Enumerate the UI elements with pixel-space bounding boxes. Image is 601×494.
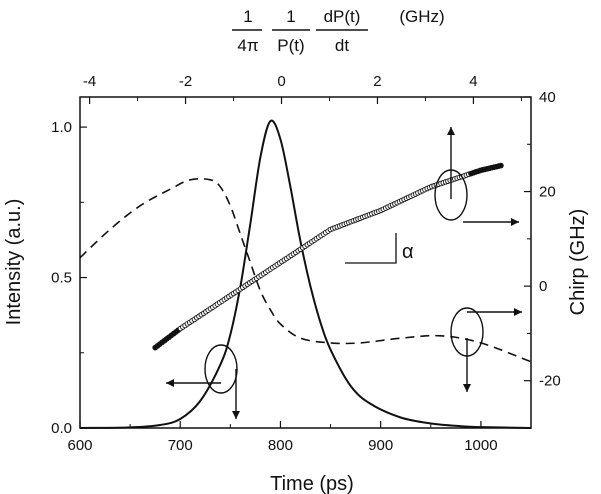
x-tick-label: 900 bbox=[368, 437, 393, 454]
x-tick-label: 800 bbox=[268, 437, 293, 454]
annotations-layer: α bbox=[166, 127, 522, 419]
circle-series-up-arrow-head bbox=[447, 127, 455, 135]
intensity-curve bbox=[79, 119, 532, 429]
y-right-tick-label: 0 bbox=[539, 278, 547, 295]
x-tick-label: 700 bbox=[168, 437, 193, 454]
y-left-tick-label: 0.0 bbox=[51, 420, 72, 437]
y-left-axis-label: Intensity (a.u.) bbox=[3, 199, 25, 326]
x-top-tick-label: 4 bbox=[469, 73, 477, 90]
top-label-den1: 4π bbox=[237, 36, 258, 55]
top-label-den2: P(t) bbox=[277, 36, 304, 55]
curves-layer bbox=[79, 119, 532, 429]
top-label-unit: (GHz) bbox=[399, 7, 444, 26]
y-left-tick-label: 0.5 bbox=[51, 270, 72, 287]
intensity-down-arrow-head bbox=[232, 411, 240, 419]
dashed-series-right-arrow-head bbox=[514, 308, 522, 316]
x-top-tick-label: 2 bbox=[373, 73, 381, 90]
y-right-tick-label: -20 bbox=[539, 373, 561, 390]
y-right-tick-label: 40 bbox=[539, 89, 556, 106]
x-axis-label: Time (ps) bbox=[270, 473, 354, 494]
top-label-num3: dP(t) bbox=[324, 7, 361, 26]
y-left-tick-label: 1.0 bbox=[51, 119, 72, 136]
intensity-axis-ellipse bbox=[204, 344, 238, 394]
x-top-tick-label: -2 bbox=[179, 73, 192, 90]
top-label-num2: 1 bbox=[286, 7, 295, 26]
plot-frame bbox=[79, 96, 532, 429]
intensity-left-arrow-head bbox=[166, 379, 174, 387]
chirp-circle-marker bbox=[498, 162, 504, 169]
top-label-den3: dt bbox=[335, 36, 349, 55]
slope-marker bbox=[345, 233, 397, 264]
chirp-circle-series bbox=[152, 162, 504, 351]
circle-series-right-arrow-head bbox=[511, 218, 519, 226]
slope-alpha-label: α bbox=[402, 241, 414, 263]
dashed-series-down-arrow-head bbox=[463, 384, 471, 392]
top-label-num1: 1 bbox=[243, 7, 252, 26]
chirp-dashed-curve bbox=[79, 177, 532, 363]
x-tick-label: 600 bbox=[67, 437, 92, 454]
y-right-axis-label: Chirp (GHz) bbox=[567, 209, 589, 316]
x-top-tick-label: 0 bbox=[277, 73, 285, 90]
y-right-tick-label: 20 bbox=[539, 184, 556, 201]
top-axis-label: 1 4π 1 P(t) dP(t) dt (GHz) bbox=[232, 7, 445, 55]
x-top-tick-label: -4 bbox=[83, 73, 96, 90]
x-tick-label: 1000 bbox=[464, 437, 497, 454]
